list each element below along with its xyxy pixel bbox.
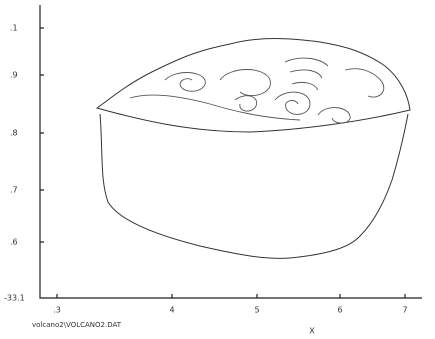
y-tick-label: .8 — [10, 129, 18, 138]
y-tick-labels: .1 .9 .8 .7 .6 -33.1 — [4, 24, 25, 303]
x-tick-label: 5 — [254, 306, 259, 315]
surface-side — [99, 113, 409, 259]
x-axis-label: X — [309, 327, 315, 336]
y-tick-label: .6 — [10, 238, 18, 247]
y-tick-label: .7 — [10, 186, 18, 195]
x-tick-label: 7 — [402, 306, 407, 315]
x-tick-label: 4 — [169, 306, 174, 315]
x-tick-labels: .3 4 5 6 7 — [53, 306, 407, 315]
y-tick-label: .1 — [10, 24, 18, 33]
contours — [129, 57, 385, 124]
x-tick-label: 6 — [337, 306, 342, 315]
y-tick-label: -33.1 — [4, 294, 25, 303]
footer: volcano2\VOLCANO2.DAT — [32, 321, 122, 329]
surface-top — [95, 38, 411, 133]
y-tick-label: .9 — [10, 71, 18, 80]
axes — [39, 5, 422, 299]
tick-marks — [40, 27, 406, 298]
x-tick-label: .3 — [53, 306, 61, 315]
